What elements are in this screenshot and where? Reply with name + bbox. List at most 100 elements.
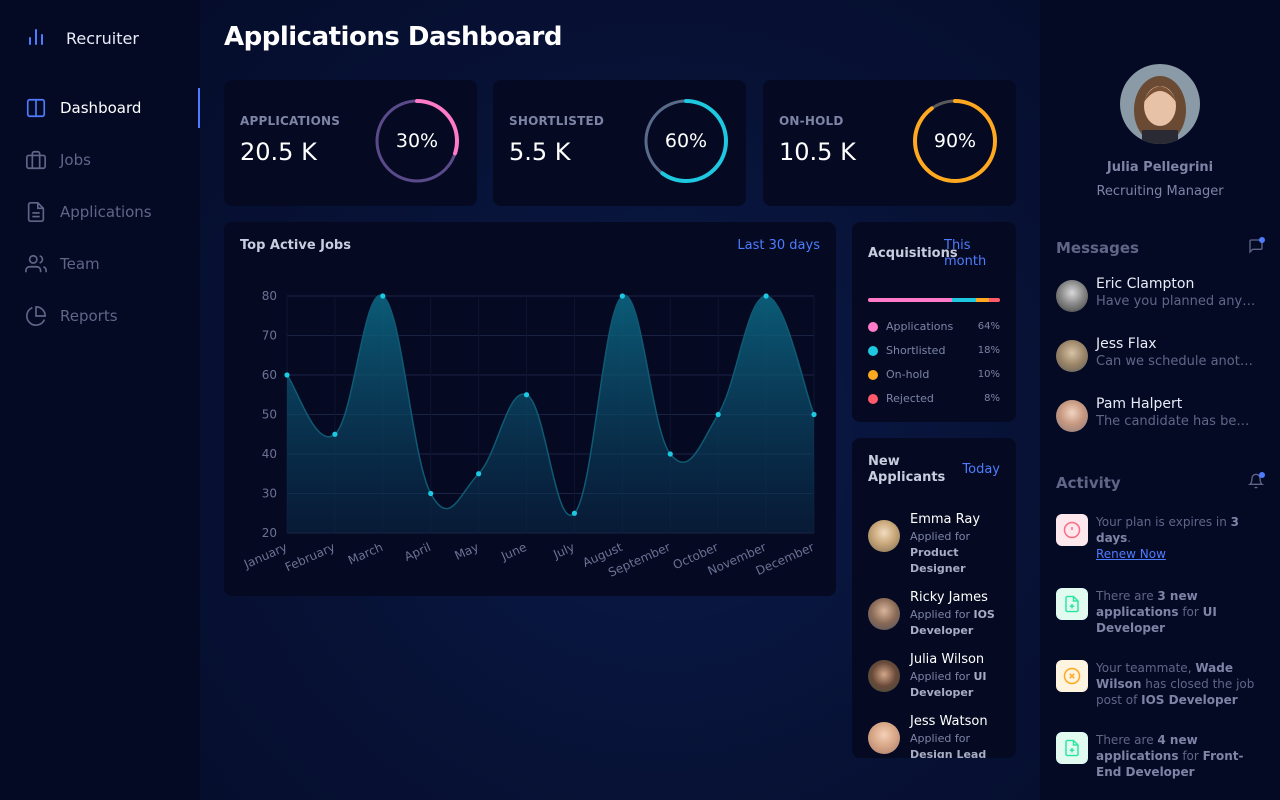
applicant-item[interactable]: Jess Watson Applied for Design Lead: [868, 714, 1008, 758]
avatar: [1056, 400, 1088, 432]
legend-dot: [868, 393, 878, 404]
page-title: Applications Dashboard: [224, 22, 562, 52]
acquisitions-bar-segment: [976, 298, 990, 302]
legend-label: Applications: [886, 320, 954, 333]
stat-card-applications[interactable]: APPLICATIONS 20.5 K 30%: [224, 80, 477, 206]
data-point: [476, 471, 482, 477]
data-point: [332, 431, 338, 437]
sidebar-item-team[interactable]: Team: [0, 242, 200, 286]
progress-percent: 30%: [395, 130, 439, 152]
data-point: [571, 510, 578, 516]
applicant-item[interactable]: Julia Wilson Applied for UI Developer: [868, 652, 1008, 701]
activity-item[interactable]: Your teammate, Wade Wilson has closed th…: [1056, 660, 1266, 708]
activity-item[interactable]: There are 4 new applications for Front-E…: [1056, 732, 1266, 780]
layout-icon: [24, 96, 48, 120]
sidebar-item-reports[interactable]: Reports: [0, 294, 200, 338]
messages-title: Messages: [1056, 239, 1139, 257]
activity-text: Your teammate, Wade Wilson has closed th…: [1096, 661, 1255, 707]
chart-title: Top Active Jobs: [240, 238, 351, 253]
avatar: [1056, 280, 1088, 312]
alert-circle-icon: [1056, 514, 1088, 546]
progress-percent: 90%: [933, 130, 977, 152]
message-sender: Jess Flax: [1096, 336, 1157, 352]
avatar: [868, 598, 900, 630]
activity-item[interactable]: There are 3 new applications for UI Deve…: [1056, 588, 1266, 636]
acquisitions-bar-segment: [989, 298, 1000, 302]
main-content: Applications Dashboard APPLICATIONS 20.5…: [200, 0, 1040, 800]
pie-chart-icon: [24, 304, 48, 328]
message-preview: Can we schedule another meeting?: [1096, 354, 1256, 369]
legend-label: On-hold: [886, 368, 930, 381]
applicant-item[interactable]: Ricky James Applied for IOS Developer: [868, 590, 1008, 639]
stat-card-on-hold[interactable]: ON-HOLD 10.5 K 90%: [763, 80, 1016, 206]
message-sender: Eric Clampton: [1096, 276, 1195, 292]
sidebar-item-jobs[interactable]: Jobs: [0, 138, 200, 182]
applicant-item[interactable]: Emma Ray Applied for Product Designer: [868, 512, 1008, 577]
notification-dot: [1259, 237, 1265, 243]
data-point: [667, 451, 673, 457]
x-tick-label: June: [498, 540, 528, 564]
profile-avatar[interactable]: [1120, 64, 1200, 144]
x-tick-label: March: [346, 540, 385, 568]
legend-item: Shortlisted 18%: [868, 344, 1000, 357]
message-preview: Have you planned any deadline for this?: [1096, 294, 1256, 309]
area-fill: [287, 295, 814, 533]
stat-label: ON-HOLD: [779, 114, 844, 128]
activity-title: Activity: [1056, 474, 1121, 492]
x-tick-label: April: [402, 540, 433, 564]
stat-card-shortlisted[interactable]: SHORTLISTED 5.5 K 60%: [493, 80, 746, 206]
y-tick-label: 40: [262, 447, 277, 461]
progress-ring: [375, 99, 459, 183]
acquisitions-bar: [868, 298, 1000, 302]
message-item[interactable]: Pam Halpert The candidate has been short…: [1056, 396, 1266, 432]
top-active-jobs-card: Top Active Jobs Last 30 days 20 30 40 50 60 7…: [224, 222, 836, 596]
message-item[interactable]: Jess Flax Can we schedule another meetin…: [1056, 336, 1266, 372]
stat-label: APPLICATIONS: [240, 114, 341, 128]
profile-role: Recruiting Manager: [1096, 184, 1224, 199]
avatar: [868, 520, 900, 552]
applicant-name: Emma Ray: [910, 512, 981, 527]
message-item[interactable]: Eric Clampton Have you planned any deadl…: [1056, 276, 1266, 312]
legend-label: Rejected: [886, 392, 934, 405]
new-applicants-card: New Applicants Today Emma Ray Applied fo…: [852, 438, 1016, 758]
legend-label: Shortlisted: [886, 344, 946, 357]
progress-ring: [644, 99, 728, 183]
avatar: [868, 722, 900, 754]
applicant-role: Applied for IOS Developer: [910, 608, 995, 637]
file-icon: [24, 200, 48, 224]
y-tick-label: 50: [262, 408, 277, 422]
legend-percent: 10%: [977, 369, 1000, 380]
sidebar-item-dashboard[interactable]: Dashboard: [0, 86, 200, 130]
activity-text: There are 4 new applications for Front-E…: [1096, 733, 1244, 779]
bell-icon[interactable]: [1247, 473, 1265, 493]
legend-item: Rejected 8%: [868, 392, 1000, 405]
legend-percent: 8%: [984, 393, 1000, 404]
sidebar-item-label: Jobs: [60, 151, 91, 169]
y-tick-label: 80: [262, 289, 277, 303]
stat-label: SHORTLISTED: [509, 114, 605, 128]
sidebar-item-label: Reports: [60, 307, 118, 325]
period-link[interactable]: This month: [944, 238, 987, 269]
stat-value: 20.5 K: [240, 138, 317, 166]
activity-text: There are 3 new applications for UI Deve…: [1096, 589, 1217, 635]
applicant-name: Julia Wilson: [910, 652, 985, 667]
file-plus-icon: [1056, 588, 1088, 620]
date-range-link[interactable]: Last 30 days: [737, 238, 820, 253]
sidebar-item-applications[interactable]: Applications: [0, 190, 200, 234]
renew-now-link[interactable]: Renew Now: [1096, 547, 1166, 561]
legend-dot: [868, 345, 878, 356]
applicants-title: New Applicants: [868, 454, 945, 486]
acquisitions-title: Acquisitions: [868, 246, 958, 261]
brand[interactable]: Recruiter: [24, 24, 139, 52]
data-point: [380, 293, 386, 299]
applicant-role: Applied for Design Lead: [910, 732, 987, 758]
sidebar-item-label: Team: [60, 255, 100, 273]
x-tick-label: May: [452, 540, 480, 563]
activity-item[interactable]: Your plan is expires in 3 days. Renew No…: [1056, 514, 1266, 562]
data-point: [619, 293, 625, 299]
progress-percent: 60%: [664, 130, 708, 152]
today-link[interactable]: Today: [962, 462, 1000, 477]
acquisitions-bar-segment: [952, 298, 977, 302]
right-panel: Julia Pellegrini Recruiting Manager Mess…: [1040, 0, 1280, 800]
activity-text: Your plan is expires in 3 days. Renew No…: [1096, 515, 1240, 561]
